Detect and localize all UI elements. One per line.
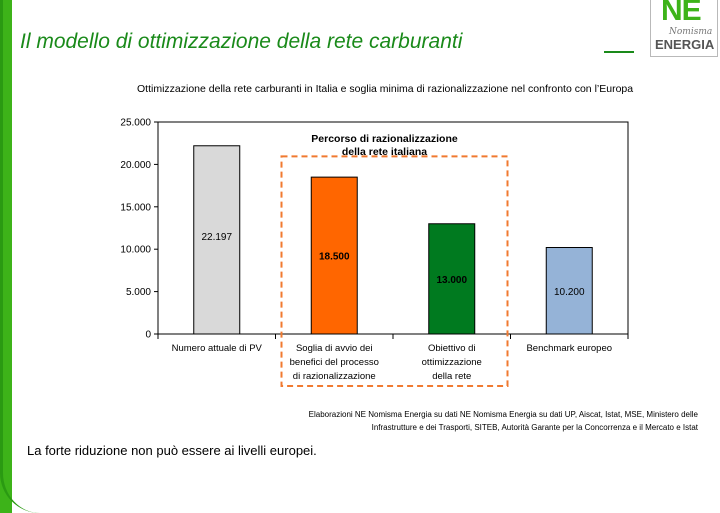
logo-energia: ENERGIA [655, 37, 715, 52]
category-label: benefici del processo [290, 357, 379, 368]
bar-value-label: 18.500 [319, 252, 350, 263]
source-note: Elaborazioni NE Nomisma Energia su dati … [258, 408, 698, 434]
bar-value-label: 13.000 [436, 275, 467, 286]
left-accent-bar [0, 0, 12, 513]
y-tick-label: 5.000 [126, 287, 151, 298]
y-tick-label: 0 [145, 330, 151, 341]
footer-text: La forte riduzione non può essere ai liv… [27, 443, 317, 458]
slide-title: Il modello di ottimizzazione della rete … [20, 30, 463, 53]
nomisma-energia-logo: NE Nomisma ENERGIA [650, 0, 718, 57]
logo-nomisma: Nomisma [669, 27, 713, 37]
bar [545, 247, 593, 335]
bar [428, 223, 476, 335]
y-tick-label: 15.000 [120, 202, 151, 213]
bar-value-label: 10.200 [554, 287, 585, 298]
category-label: Obiettivo di [428, 343, 476, 354]
title-underline [604, 51, 634, 53]
y-tick-label: 10.000 [120, 245, 151, 256]
annotation-label: Percorso di razionalizzazione [311, 133, 458, 145]
bar [310, 176, 358, 335]
category-label: Soglia di avvio dei [296, 343, 373, 354]
source-line-1: Elaborazioni NE Nomisma Energia su dati … [308, 410, 698, 419]
annotation-box [280, 155, 509, 387]
chart-title: Ottimizzazione della rete carburanti in … [137, 83, 634, 95]
annotation-label: della rete italiana [342, 146, 427, 158]
y-tick-label: 20.000 [120, 160, 151, 171]
bar [193, 145, 241, 335]
logo-ne: NE [661, 0, 702, 27]
category-label: della rete [432, 371, 471, 382]
y-tick-label: 25.000 [120, 118, 151, 129]
category-label: ottimizzazione [422, 357, 482, 368]
category-label: di razionalizzazione [293, 371, 376, 382]
category-label: Benchmark europeo [526, 343, 612, 354]
bar-value-label: 22.197 [201, 232, 232, 243]
category-label: Numero attuale di PV [172, 343, 263, 354]
source-line-2: Infrastrutture e dei Trasporti, SITEB, A… [371, 423, 698, 432]
